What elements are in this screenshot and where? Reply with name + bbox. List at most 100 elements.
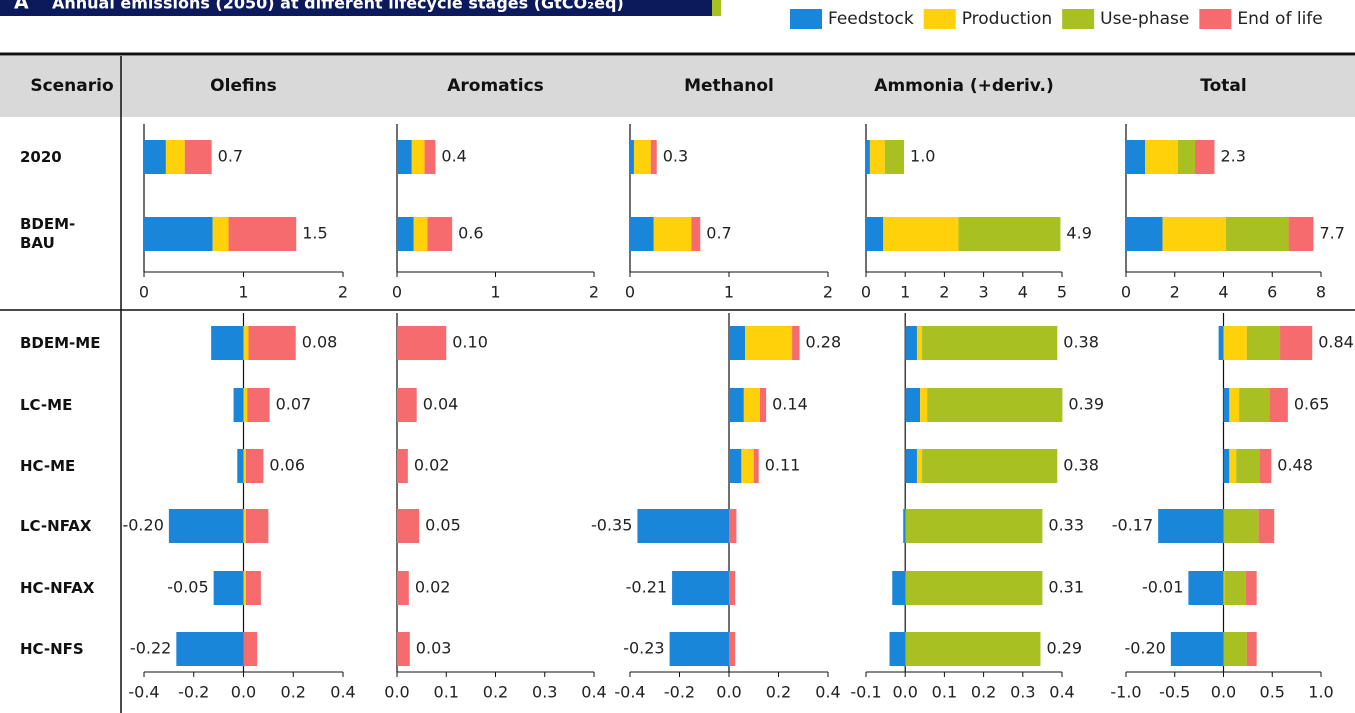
row-label: HC-NFAX	[20, 578, 95, 597]
bar-segment	[883, 217, 959, 251]
bar-segment	[1236, 449, 1260, 483]
bar-segment	[245, 449, 264, 483]
bar-segment	[905, 388, 921, 422]
bar-segment	[905, 571, 1043, 605]
x-tick-label: -0.2	[178, 683, 209, 702]
bar-segment	[1258, 509, 1275, 543]
bar-segment	[1288, 217, 1314, 251]
value-label: 0.07	[276, 395, 312, 414]
bar-segment	[1145, 140, 1178, 174]
row-label: HC-ME	[20, 456, 76, 475]
value-label: 0.84	[1318, 333, 1354, 352]
bar-segment	[669, 632, 729, 666]
bar-segment	[1223, 449, 1230, 483]
x-tick-label: 0.4	[1049, 683, 1074, 702]
x-tick-label: 8	[1316, 283, 1326, 302]
bar-segment	[237, 449, 244, 483]
panel-label: A	[14, 0, 29, 14]
x-tick-label: 0.4	[815, 683, 840, 702]
bar-segment	[745, 326, 793, 360]
x-tick-label: 1	[900, 283, 910, 302]
bar-segment	[243, 449, 246, 483]
x-tick-label: 0.5	[1260, 683, 1285, 702]
bar-segment	[1194, 140, 1215, 174]
value-label: 0.29	[1046, 639, 1082, 658]
legend-swatch	[790, 9, 822, 29]
legend-label: End of life	[1237, 9, 1322, 29]
bar-segment	[397, 140, 412, 174]
bar-segment	[691, 217, 701, 251]
bar-segment	[1223, 509, 1259, 543]
bar-segment	[903, 509, 906, 543]
value-label: 0.31	[1048, 578, 1084, 597]
column-header: Olefins	[210, 76, 277, 96]
bar-segment	[427, 217, 453, 251]
bar-segment	[1245, 571, 1257, 605]
value-label: 0.33	[1048, 516, 1084, 535]
bar-segment	[1223, 632, 1247, 666]
value-label: -0.05	[167, 578, 208, 597]
bar-segment	[866, 217, 884, 251]
value-label: 0.3	[663, 147, 688, 166]
bar-segment	[144, 140, 166, 174]
column-header: Methanol	[684, 76, 774, 96]
bar-segment	[869, 140, 885, 174]
x-tick-label: 1	[490, 283, 500, 302]
x-tick-label: -0.5	[1159, 683, 1190, 702]
bar-segment	[211, 326, 244, 360]
bar-segment	[922, 449, 1058, 483]
bar-segment	[916, 326, 923, 360]
value-label: 4.9	[1066, 224, 1091, 243]
value-label: -0.23	[623, 639, 664, 658]
chart-title: Annual emissions (2050) at different lif…	[52, 0, 624, 13]
bar-segment	[1229, 449, 1237, 483]
value-label: 0.06	[269, 456, 305, 475]
bar-segment	[1126, 217, 1163, 251]
value-label: 1.5	[302, 224, 327, 243]
bar-segment	[905, 449, 917, 483]
bar-segment	[397, 449, 408, 483]
bar-segment	[397, 509, 420, 543]
x-tick-label: 1.0	[1308, 683, 1333, 702]
legend-swatch	[1199, 9, 1232, 29]
value-label: -0.20	[1124, 639, 1165, 658]
legend-label: Feedstock	[828, 9, 914, 29]
x-tick-label: 0.1	[932, 683, 957, 702]
x-tick-label: 0.0	[892, 683, 917, 702]
bar-segment	[144, 217, 213, 251]
bar-segment	[1229, 388, 1240, 422]
legend-swatch	[923, 9, 956, 29]
bar-segment	[243, 326, 249, 360]
x-tick-label: 0.1	[434, 683, 459, 702]
bar-segment	[884, 140, 905, 174]
bar-segment	[905, 326, 917, 360]
x-tick-label: 6	[1267, 283, 1277, 302]
row-header: Scenario	[30, 76, 113, 96]
value-label: 0.11	[765, 456, 801, 475]
bar-segment	[672, 571, 729, 605]
value-label: 0.38	[1063, 333, 1099, 352]
bar-segment	[729, 449, 742, 483]
bar-segment	[637, 509, 729, 543]
value-label: 0.03	[416, 639, 452, 658]
bar-segment	[424, 140, 436, 174]
bar-segment	[729, 571, 736, 605]
column-header: Total	[1200, 76, 1246, 96]
x-tick-label: 2	[939, 283, 949, 302]
value-label: 0.6	[458, 224, 483, 243]
x-tick-label: 0	[1121, 283, 1131, 302]
bar-segment	[920, 388, 928, 422]
bar-segment	[1246, 632, 1257, 666]
bar-segment	[741, 449, 754, 483]
bar-segment	[922, 326, 1058, 360]
bar-segment	[653, 217, 692, 251]
bar-segment	[243, 509, 246, 543]
x-tick-label: 2	[589, 283, 599, 302]
bar-segment	[905, 509, 1043, 543]
bar-segment	[1188, 571, 1224, 605]
bar-segment	[729, 326, 746, 360]
bar-segment	[1223, 326, 1247, 360]
value-label: 0.28	[806, 333, 842, 352]
bar-segment	[1225, 217, 1289, 251]
